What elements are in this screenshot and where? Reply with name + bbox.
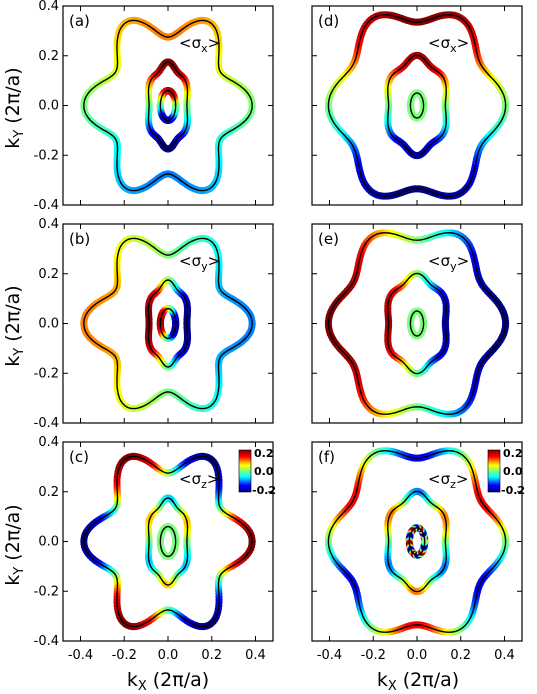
- y-tick-label: -0.2: [34, 584, 59, 599]
- y-tick-label: 0.4: [38, 217, 59, 232]
- fermi-surface-outer-line: [83, 455, 253, 628]
- y-tick-label: -0.4: [34, 416, 59, 431]
- spin-component-label: <σx>: [179, 34, 220, 55]
- fermi-surface-middle-line: [147, 497, 189, 586]
- fermi-surface-outer-line: [83, 237, 253, 410]
- fermi-surface-inner-line: [409, 310, 425, 337]
- y-tick-label: 0.4: [38, 0, 59, 14]
- colorbar-mid-label: 0.0: [254, 465, 274, 478]
- y-tick-label: 0.2: [38, 267, 59, 282]
- x-tick-label: 0.0: [158, 648, 179, 663]
- y-tick-label: -0.2: [34, 366, 59, 381]
- panel-tag: (f): [318, 448, 335, 466]
- y-axis-title-row1: kY (2π/a): [2, 67, 27, 148]
- colorbar-mid-label: 0.0: [503, 465, 523, 478]
- colorbar: 0.2 0.0 -0.2: [238, 447, 276, 497]
- panel-e: (e) <σy>: [311, 223, 523, 424]
- colorbar-max-label: 0.2: [503, 447, 523, 460]
- y-tick-label: -0.4: [34, 198, 59, 213]
- panel-b: 0.4 0.2 0.0 -0.2 -0.4 (b) <σy>: [34, 217, 274, 431]
- y-tick-label: 0.2: [38, 485, 59, 500]
- spin-component-label: <σy>: [179, 252, 220, 273]
- y-tick-label: 0.4: [38, 435, 59, 450]
- y-tick-label: -0.2: [34, 148, 59, 163]
- colorbar-gradient: [487, 449, 501, 493]
- panel-tag: (e): [318, 230, 339, 248]
- y-tick-label: 0.0: [38, 317, 59, 332]
- colorbar-max-label: 0.2: [254, 447, 274, 460]
- x-tick-label: 0.4: [245, 648, 266, 663]
- panel-tag: (d): [318, 12, 339, 30]
- colorbar-min-label: -0.2: [252, 484, 276, 497]
- fermi-surface-inner-line: [159, 525, 177, 558]
- y-tick-label: -0.4: [34, 634, 59, 649]
- spin-component-label: <σz>: [179, 470, 219, 491]
- x-tick-label: 0.0: [407, 648, 428, 663]
- panel-tag: (a): [69, 12, 90, 30]
- spin-component-label: <σy>: [428, 252, 469, 273]
- x-tick-label: 0.2: [450, 648, 471, 663]
- x-tick-label: 0.4: [494, 648, 515, 663]
- colorbar-gradient: [238, 449, 252, 493]
- plot-frame: [311, 441, 523, 642]
- y-tick-label: 0.0: [38, 99, 59, 114]
- fermi-surface-middle-line: [147, 61, 189, 150]
- fermi-surface-inner-line: [159, 89, 177, 122]
- panel-tag: (b): [69, 230, 90, 248]
- panel-d: (d) <σx>: [311, 5, 523, 206]
- fermi-surface-inner-spin-texture: [406, 307, 428, 340]
- x-tick-label: -0.2: [112, 648, 137, 663]
- fermi-surface-inner-line: [409, 92, 425, 119]
- panel-f: -0.4 -0.2 0.0 0.2 0.4 (f) <σz> 0.2 0.0 -0.2: [311, 441, 525, 663]
- spin-component-label: <σz>: [428, 470, 468, 491]
- x-axis-title-left: kX (2π/a): [127, 669, 209, 694]
- fermi-surface-middle-line: [387, 272, 447, 375]
- colorbar-min-label: -0.2: [501, 484, 525, 497]
- panel-a: 0.4 0.2 0.0 -0.2 -0.4 (a) <σx>: [34, 0, 274, 213]
- fermi-surface-middle-line: [387, 54, 447, 157]
- fermi-surface-middle-line: [387, 490, 447, 593]
- fermi-surface-outer-line: [83, 19, 253, 192]
- x-tick-label: 0.2: [201, 648, 222, 663]
- spin-component-label: <σx>: [428, 34, 469, 55]
- fermi-surface-outer-line: [327, 450, 507, 633]
- x-tick-label: -0.2: [361, 648, 386, 663]
- y-axis-title-row2: kY (2π/a): [2, 285, 27, 366]
- fermi-surface-middle-line: [147, 279, 189, 368]
- x-tick-label: -0.4: [68, 648, 93, 663]
- fermi-surface-outer-line: [327, 232, 507, 415]
- fermi-surface-inner-line: [408, 527, 426, 556]
- x-axis-title-right: kX (2π/a): [377, 669, 459, 694]
- y-axis-title-row3: kY (2π/a): [2, 504, 27, 585]
- panel-c: -0.4 -0.2 0.0 0.2 0.4 0.4 0.2 0.0 -0.2 -0.4 (c) <σz…: [34, 435, 276, 663]
- plot-frame: [311, 223, 523, 424]
- panel-tag: (c): [69, 448, 89, 466]
- colorbar: 0.2 0.0 -0.2: [487, 447, 525, 497]
- fermi-surface-inner-line: [159, 307, 177, 340]
- y-tick-label: 0.0: [38, 535, 59, 550]
- plot-frame: [311, 5, 523, 206]
- x-tick-label: -0.4: [317, 648, 342, 663]
- fermi-surface-outer-line: [327, 14, 507, 197]
- y-tick-label: 0.2: [38, 49, 59, 64]
